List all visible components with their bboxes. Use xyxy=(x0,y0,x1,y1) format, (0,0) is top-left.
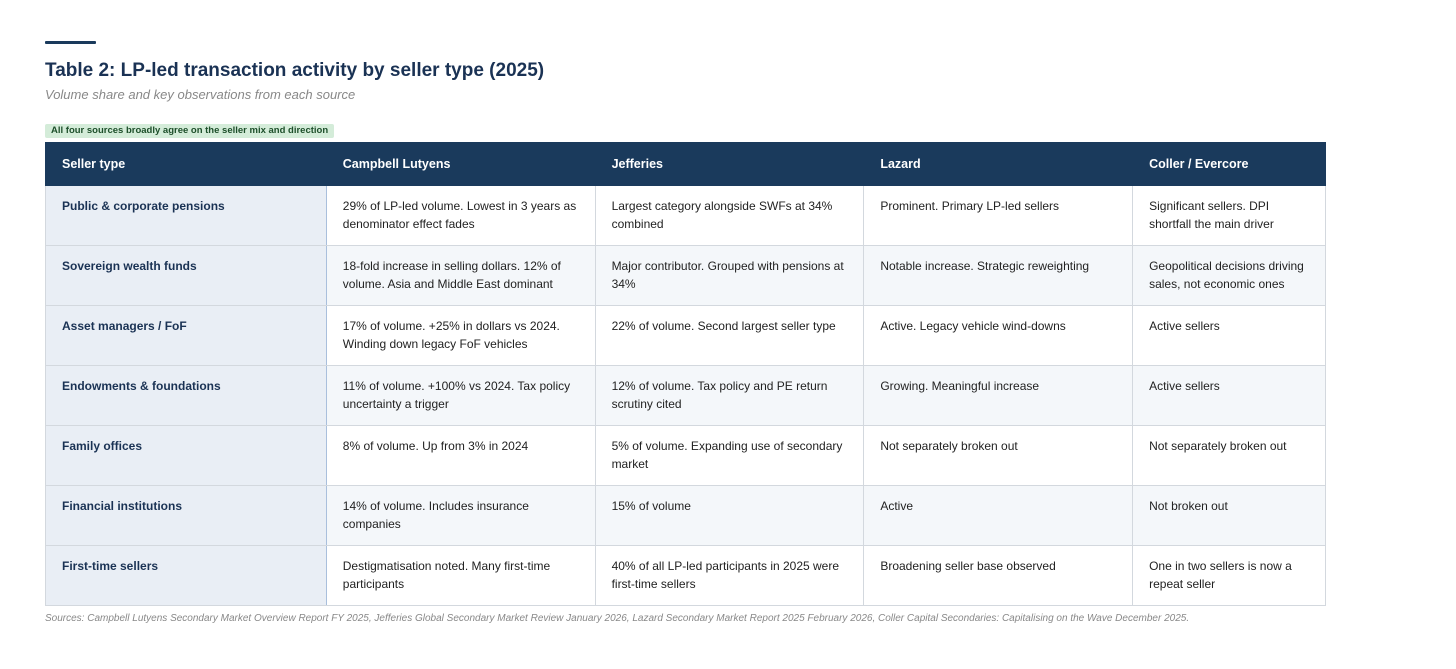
table-cell: Not broken out xyxy=(1132,485,1326,546)
table-cell: 8% of volume. Up from 3% in 2024 xyxy=(325,425,596,486)
seller-type-cell: Financial institutions xyxy=(45,485,327,546)
table-cell: Active sellers xyxy=(1132,305,1326,366)
title-accent-rule xyxy=(45,41,96,44)
table-cell: Not separately broken out xyxy=(1132,425,1326,486)
seller-type-table: Seller type Campbell Lutyens Jefferies Laza… xyxy=(45,142,1326,606)
table-header-row: Seller type Campbell Lutyens Jefferies Laza… xyxy=(45,142,1326,186)
seller-type-cell: First-time sellers xyxy=(45,545,327,606)
column-header: Coller / Evercore xyxy=(1132,142,1326,186)
table-cell: Active xyxy=(863,485,1134,546)
table-cell: Not separately broken out xyxy=(863,425,1134,486)
table-cell: 11% of volume. +100% vs 2024. Tax policy… xyxy=(325,365,596,426)
table-cell: 17% of volume. +25% in dollars vs 2024. … xyxy=(325,305,596,366)
agreement-badge: All four sources broadly agree on the se… xyxy=(45,124,335,138)
table-cell: Destigmatisation noted. Many first-time … xyxy=(325,545,596,606)
table-row: First-time sellers Destigmatisation noted… xyxy=(45,545,1326,606)
table-cell: 12% of volume. Tax policy and PE return … xyxy=(594,365,865,426)
table-row: Family offices 8% of volume. Up from 3% i… xyxy=(45,425,1326,486)
table-cell: Significant sellers. DPI shortfall the m… xyxy=(1132,185,1326,246)
table-cell: Geopolitical decisions driving sales, no… xyxy=(1132,245,1326,306)
page-subtitle: Volume share and key observations from e… xyxy=(45,87,356,102)
table-row: Asset managers / FoF 17% of volume. +25% … xyxy=(45,305,1326,366)
seller-type-cell: Family offices xyxy=(45,425,327,486)
table-row: Sovereign wealth funds 18-fold increase i… xyxy=(45,245,1326,306)
column-header: Seller type xyxy=(45,142,327,186)
sources-note: Sources: Campbell Lutyens Secondary Mark… xyxy=(45,613,1190,624)
table-cell: 15% of volume xyxy=(594,485,865,546)
table-cell: 40% of all LP-led participants in 2025 w… xyxy=(594,545,865,606)
table-cell: 14% of volume. Includes insurance compan… xyxy=(325,485,596,546)
page-title: Table 2: LP-led transaction activity by … xyxy=(45,60,545,81)
table-cell: Active sellers xyxy=(1132,365,1326,426)
column-header: Jefferies xyxy=(594,142,865,186)
seller-type-cell: Asset managers / FoF xyxy=(45,305,327,366)
table-cell: Broadening seller base observed xyxy=(863,545,1134,606)
seller-type-cell: Public & corporate pensions xyxy=(45,185,327,246)
table-cell: Major contributor. Grouped with pensions… xyxy=(594,245,865,306)
column-header: Campbell Lutyens xyxy=(325,142,596,186)
column-header: Lazard xyxy=(863,142,1134,186)
table-cell: 29% of LP-led volume. Lowest in 3 years … xyxy=(325,185,596,246)
table-cell: 22% of volume. Second largest seller typ… xyxy=(594,305,865,366)
table-cell: One in two sellers is now a repeat selle… xyxy=(1132,545,1326,606)
table-cell: Growing. Meaningful increase xyxy=(863,365,1134,426)
table-cell: Largest category alongside SWFs at 34% c… xyxy=(594,185,865,246)
table-row: Financial institutions 14% of volume. Inc… xyxy=(45,485,1326,546)
table-cell: Prominent. Primary LP-led sellers xyxy=(863,185,1134,246)
table-row: Public & corporate pensions 29% of LP-led… xyxy=(45,185,1326,246)
table-cell: Notable increase. Strategic reweighting xyxy=(863,245,1134,306)
table-cell: Active. Legacy vehicle wind-downs xyxy=(863,305,1134,366)
seller-type-cell: Endowments & foundations xyxy=(45,365,327,426)
table-cell: 18-fold increase in selling dollars. 12%… xyxy=(325,245,596,306)
table-row: Endowments & foundations 11% of volume. +… xyxy=(45,365,1326,426)
table-cell: 5% of volume. Expanding use of secondary… xyxy=(594,425,865,486)
seller-type-cell: Sovereign wealth funds xyxy=(45,245,327,306)
